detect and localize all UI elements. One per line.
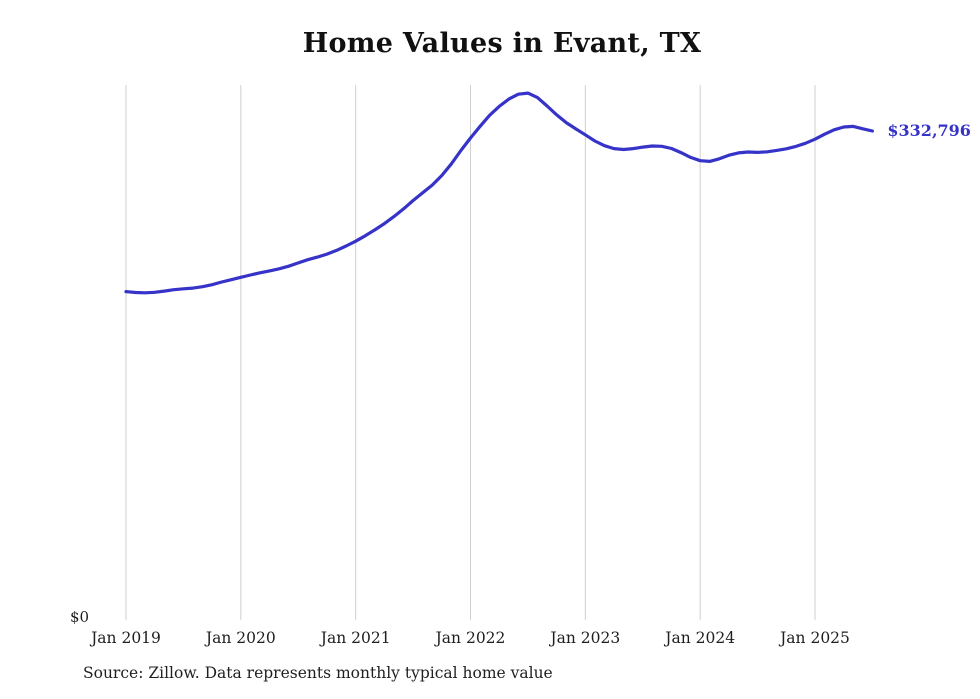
chart-title: Home Values in Evant, TX <box>302 28 702 59</box>
home-value-line <box>124 91 874 295</box>
latest-value-label: $332,796 <box>887 120 971 140</box>
x-tick-label: Jan 2019 <box>89 629 161 647</box>
x-tick-label: Jan 2024 <box>663 629 735 647</box>
x-tick-label: Jan 2025 <box>778 629 850 647</box>
x-tick-label: Jan 2020 <box>204 629 276 647</box>
x-tick-label: Jan 2022 <box>434 629 506 647</box>
x-tick-label: Jan 2023 <box>548 629 620 647</box>
source-note: Source: Zillow. Data represents monthly … <box>83 664 553 682</box>
y-axis-zero-label: $0 <box>70 608 90 626</box>
x-tick-label: Jan 2021 <box>319 629 391 647</box>
